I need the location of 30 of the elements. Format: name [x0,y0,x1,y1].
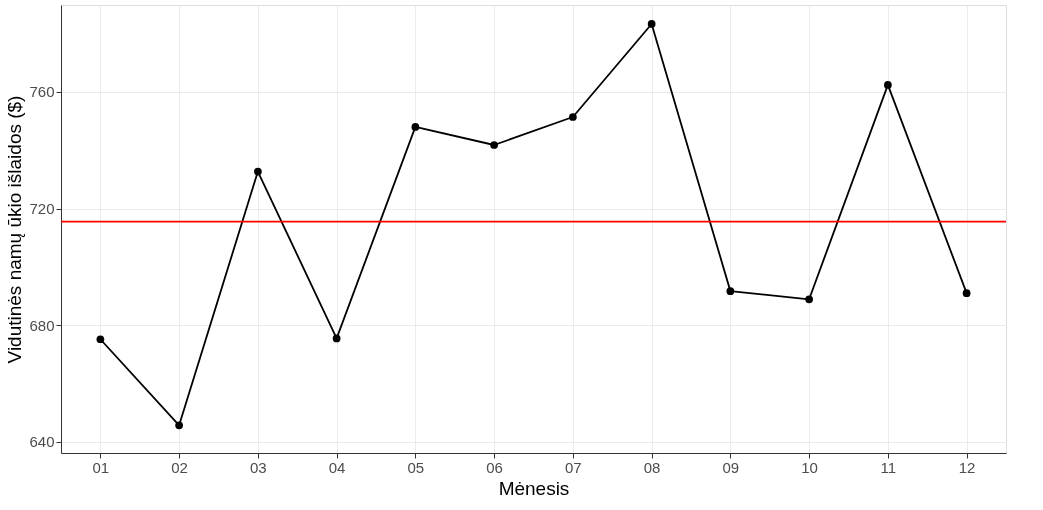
x-tick-label: 10 [801,458,818,476]
point [726,287,735,295]
x-axis-title: Mėnesis [498,477,570,499]
point [805,295,813,304]
x-tick-label: 11 [880,458,897,476]
x-tick-label: 12 [958,458,976,476]
x-tick-label: 01 [92,458,110,476]
point [962,289,971,298]
point [490,141,498,149]
point [332,334,341,343]
point [254,167,262,176]
point [175,421,183,430]
point [647,20,656,28]
point [569,113,577,121]
x-tick-label: 06 [486,458,503,476]
y-axis-title: Vidutinės namų ūkio išlaidos ($) [4,95,26,364]
y-tick-label: 760 [29,83,55,101]
x-tick-label: 04 [328,458,346,476]
x-tick-label: 05 [407,458,425,476]
point [96,335,105,344]
point [411,123,420,131]
x-tick-label: 03 [250,458,267,476]
x-tick-label: 08 [643,458,661,476]
y-tick-label: 720 [29,200,55,218]
y-tick-label: 640 [29,433,55,451]
y-tick-label: 680 [29,316,55,334]
x-tick-label: 02 [171,458,188,476]
x-tick-label: 09 [722,458,740,476]
x-tick-label: 07 [565,458,582,476]
point [884,81,892,89]
